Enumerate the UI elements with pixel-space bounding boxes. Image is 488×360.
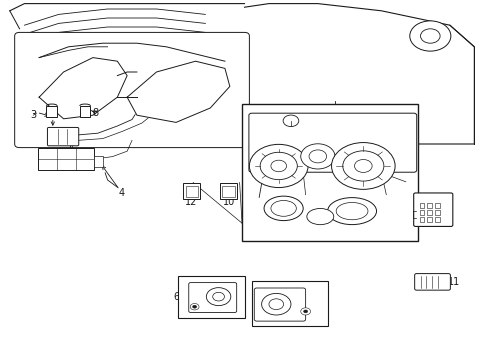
Circle shape [270, 160, 286, 172]
Circle shape [260, 152, 297, 180]
Circle shape [300, 144, 334, 169]
Bar [94, 156, 103, 167]
Bar [434, 210, 439, 215]
Circle shape [331, 143, 394, 189]
Circle shape [409, 21, 450, 51]
FancyBboxPatch shape [254, 288, 305, 321]
Text: 9: 9 [439, 206, 445, 216]
Circle shape [420, 29, 439, 43]
FancyBboxPatch shape [248, 113, 416, 172]
Text: 10: 10 [222, 197, 235, 207]
Polygon shape [39, 58, 127, 119]
Bar [46, 106, 57, 117]
Circle shape [192, 305, 196, 308]
Circle shape [261, 293, 290, 315]
FancyBboxPatch shape [15, 32, 249, 148]
FancyBboxPatch shape [47, 127, 79, 146]
Ellipse shape [264, 196, 303, 221]
Bar [434, 203, 439, 208]
Bar [220, 183, 237, 199]
Bar [38, 148, 94, 170]
Text: 12: 12 [184, 197, 197, 207]
Circle shape [212, 292, 224, 301]
Circle shape [300, 308, 310, 315]
Ellipse shape [306, 208, 333, 225]
Text: 5: 5 [68, 145, 74, 156]
FancyBboxPatch shape [413, 193, 452, 226]
Text: 11: 11 [447, 276, 459, 287]
Circle shape [308, 150, 326, 163]
Bar [427, 210, 431, 215]
Bar [427, 203, 431, 208]
FancyBboxPatch shape [414, 274, 449, 290]
Circle shape [268, 299, 283, 310]
Text: 6: 6 [173, 292, 179, 302]
Bar [178, 276, 244, 318]
Ellipse shape [270, 201, 296, 216]
Circle shape [190, 303, 199, 310]
Bar [185, 186, 198, 197]
Bar [419, 203, 424, 208]
Ellipse shape [336, 202, 367, 220]
Circle shape [283, 115, 298, 127]
Bar [183, 183, 200, 199]
Text: 7: 7 [295, 302, 301, 312]
Circle shape [342, 151, 383, 181]
Bar [419, 210, 424, 215]
Text: 8: 8 [92, 108, 98, 118]
Circle shape [354, 159, 371, 172]
Text: 2: 2 [402, 177, 408, 187]
Bar [251, 281, 327, 326]
Bar [427, 217, 431, 222]
Circle shape [249, 144, 307, 188]
Bar [80, 106, 90, 117]
Text: 1: 1 [352, 123, 359, 133]
Polygon shape [127, 61, 229, 122]
Bar [222, 186, 234, 197]
FancyBboxPatch shape [188, 283, 236, 312]
Bar [419, 217, 424, 222]
Circle shape [206, 288, 230, 306]
Bar [434, 217, 439, 222]
Circle shape [303, 310, 307, 313]
Ellipse shape [327, 198, 376, 225]
Text: 4: 4 [118, 188, 124, 198]
Text: 3: 3 [30, 110, 36, 120]
Bar [242, 104, 417, 241]
